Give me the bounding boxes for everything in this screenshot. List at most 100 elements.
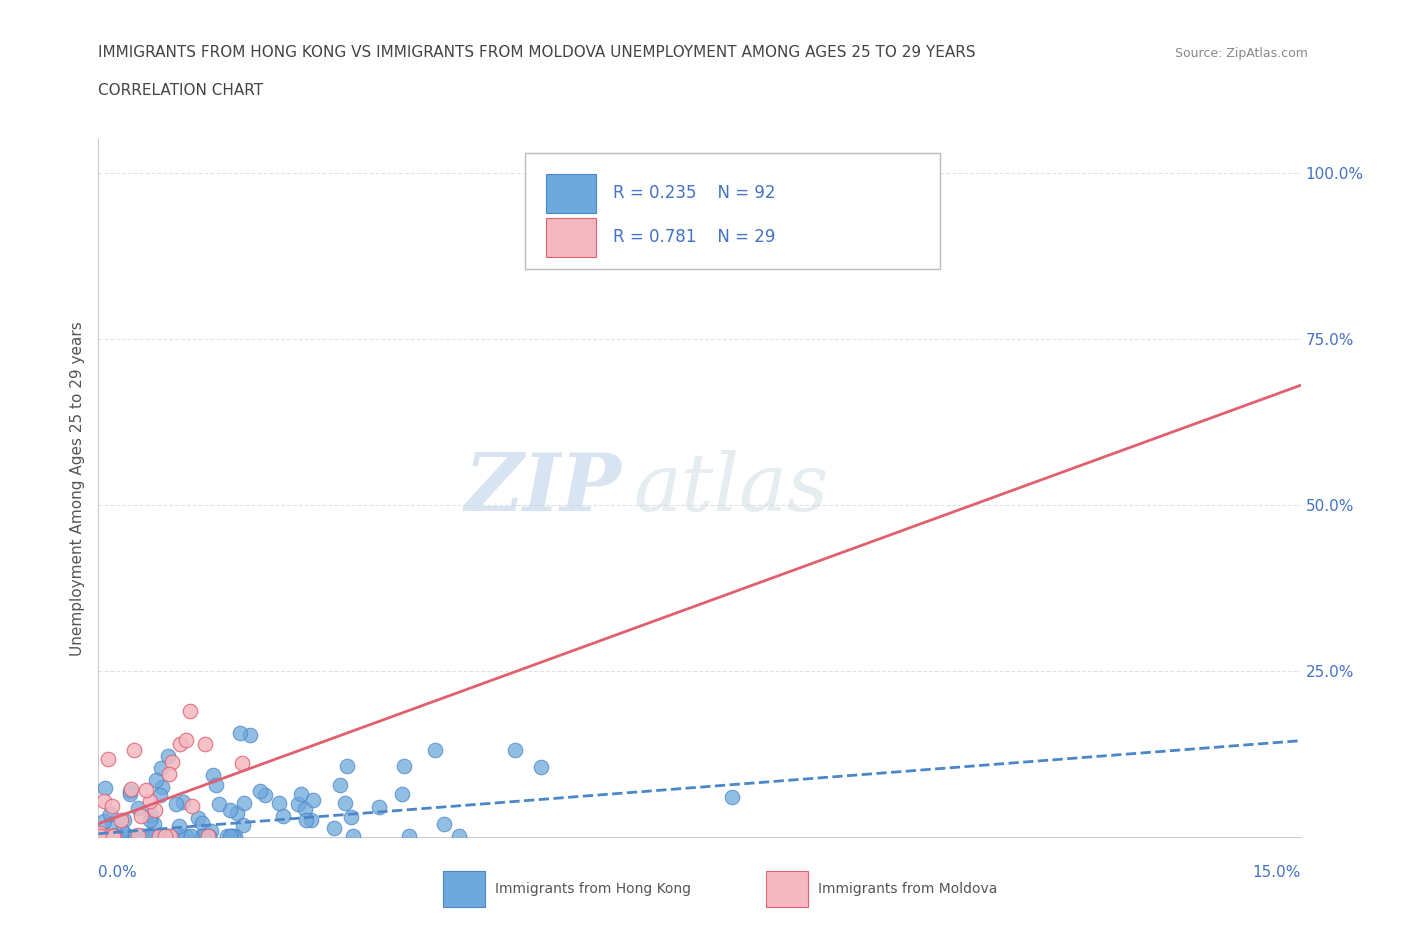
Point xyxy=(148,829,170,844)
Point xyxy=(187,811,209,826)
Point xyxy=(138,829,160,844)
Point xyxy=(249,783,271,798)
Point xyxy=(218,829,240,844)
Point xyxy=(91,829,114,844)
Point xyxy=(200,823,222,838)
Point xyxy=(179,704,201,719)
Point xyxy=(269,795,291,810)
Point xyxy=(129,809,152,824)
Point xyxy=(229,725,252,740)
Point xyxy=(157,749,180,764)
Point xyxy=(181,799,204,814)
Point xyxy=(93,829,115,844)
Point xyxy=(101,829,124,844)
Point xyxy=(197,829,219,844)
Point xyxy=(165,796,187,811)
Text: R = 0.781    N = 29: R = 0.781 N = 29 xyxy=(613,228,775,246)
Point xyxy=(101,816,124,830)
Point xyxy=(721,790,744,804)
Point xyxy=(169,818,191,833)
Point xyxy=(233,795,256,810)
Point xyxy=(219,829,242,844)
Point xyxy=(232,817,254,832)
Point xyxy=(336,759,359,774)
Point xyxy=(143,829,166,844)
Point xyxy=(90,829,112,844)
Point xyxy=(180,829,202,844)
Point xyxy=(217,829,239,844)
Point xyxy=(104,829,127,844)
Text: IMMIGRANTS FROM HONG KONG VS IMMIGRANTS FROM MOLDOVA UNEMPLOYMENT AMONG AGES 25 : IMMIGRANTS FROM HONG KONG VS IMMIGRANTS … xyxy=(98,46,976,60)
Point xyxy=(103,829,125,844)
Point xyxy=(157,767,180,782)
Point xyxy=(129,829,152,844)
Point xyxy=(127,827,149,842)
Point xyxy=(138,829,160,844)
Point xyxy=(169,829,191,844)
Point xyxy=(191,829,214,844)
Point xyxy=(194,829,217,844)
Point xyxy=(145,773,167,788)
Text: CORRELATION CHART: CORRELATION CHART xyxy=(98,83,263,98)
Point xyxy=(367,799,389,814)
Point xyxy=(290,787,312,802)
Point xyxy=(93,814,115,829)
Point xyxy=(94,780,117,795)
Point xyxy=(159,829,181,844)
Point xyxy=(97,829,120,844)
Point xyxy=(149,787,172,802)
Point xyxy=(149,761,172,776)
Point xyxy=(159,829,181,844)
Point xyxy=(131,829,153,844)
Point xyxy=(135,783,157,798)
Point xyxy=(176,733,198,748)
Text: ZIP: ZIP xyxy=(464,449,621,527)
Y-axis label: Unemployment Among Ages 25 to 29 years: Unemployment Among Ages 25 to 29 years xyxy=(69,321,84,656)
FancyBboxPatch shape xyxy=(546,219,596,257)
Point xyxy=(503,742,526,757)
Point xyxy=(155,829,177,844)
Point xyxy=(530,760,553,775)
Text: Source: ZipAtlas.com: Source: ZipAtlas.com xyxy=(1174,47,1308,60)
Point xyxy=(89,829,111,844)
Text: 15.0%: 15.0% xyxy=(1253,865,1301,880)
Point xyxy=(205,777,228,792)
Point xyxy=(447,829,470,844)
Point xyxy=(433,817,456,831)
Point xyxy=(142,829,165,844)
Point xyxy=(100,806,122,821)
Point xyxy=(89,826,111,841)
Point xyxy=(254,788,277,803)
Point xyxy=(194,737,217,751)
Point xyxy=(160,755,183,770)
Point xyxy=(169,737,191,751)
Point xyxy=(87,829,110,844)
Point xyxy=(139,813,162,828)
Point xyxy=(114,827,136,842)
Point xyxy=(143,803,166,817)
Point xyxy=(120,782,142,797)
Point xyxy=(191,816,214,830)
Point xyxy=(339,809,361,824)
Text: atlas: atlas xyxy=(633,449,828,527)
Point xyxy=(294,802,316,817)
Point xyxy=(391,787,413,802)
Point xyxy=(287,797,309,812)
Point xyxy=(142,817,165,831)
Point xyxy=(139,807,162,822)
Text: R = 0.235    N = 92: R = 0.235 N = 92 xyxy=(613,184,776,202)
Text: Immigrants from Hong Kong: Immigrants from Hong Kong xyxy=(495,882,690,897)
FancyBboxPatch shape xyxy=(546,175,596,213)
Point xyxy=(150,780,173,795)
Point xyxy=(176,829,198,844)
Point xyxy=(335,795,357,810)
Point xyxy=(136,829,159,844)
Point xyxy=(824,242,846,257)
Point xyxy=(423,742,446,757)
Point xyxy=(127,801,149,816)
Point xyxy=(120,787,142,802)
Point xyxy=(342,829,364,844)
Point xyxy=(110,813,132,828)
Point xyxy=(124,829,146,844)
Point xyxy=(93,793,115,808)
